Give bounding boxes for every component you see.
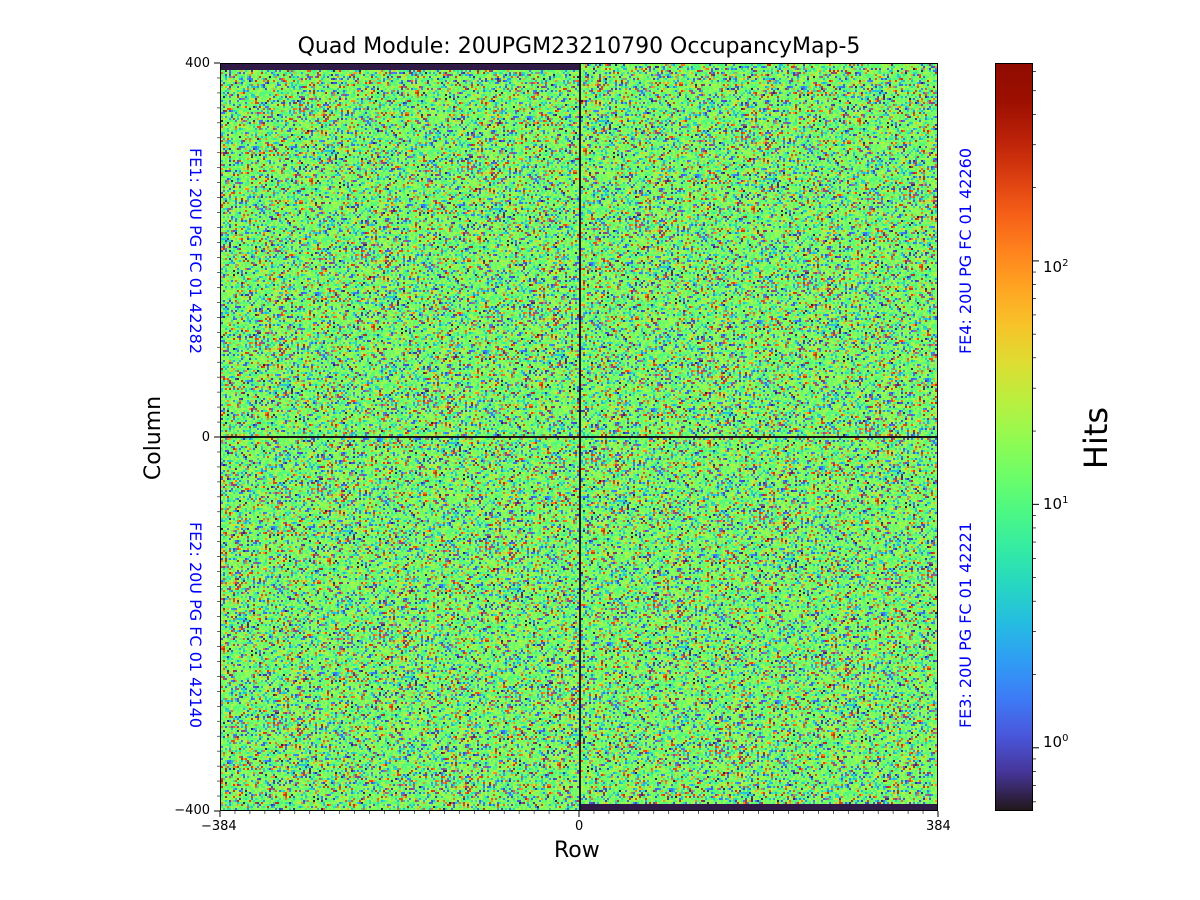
y-tick-label-middle: 0 <box>201 430 210 445</box>
x-axis-label: Row <box>554 838 600 863</box>
plot-area <box>220 63 938 811</box>
colorbar-label: Hits <box>1077 406 1116 470</box>
fe4-label: FE4: 20U PG FC 01 42260 <box>956 147 975 355</box>
y-tick-label-bottom: −400 <box>174 803 210 818</box>
top-edge-band <box>221 64 579 70</box>
y-tick-label-top: 400 <box>185 56 210 71</box>
horizontal-divider <box>221 436 937 438</box>
colorbar-tick-10e0: 100 <box>1043 733 1069 751</box>
y-axis-label: Column <box>141 395 167 481</box>
colorbar <box>995 63 1033 811</box>
x-tick-label-right: 384 <box>926 819 951 834</box>
x-tick-label-left: −384 <box>201 819 237 834</box>
fe1-label: FE1: 20U PG FC 01 42282 <box>186 147 205 355</box>
colorbar-tick-10e1: 101 <box>1043 495 1069 513</box>
fe3-label: FE3: 20U PG FC 01 42221 <box>956 521 975 729</box>
x-tick-label-middle: 0 <box>575 819 584 834</box>
colorbar-tick-10e2: 102 <box>1043 258 1069 276</box>
fe2-label: FE2: 20U PG FC 01 42140 <box>186 521 205 729</box>
chart-title: Quad Module: 20UPGM23210790 OccupancyMap… <box>297 34 861 59</box>
bottom-edge-band <box>581 804 937 810</box>
